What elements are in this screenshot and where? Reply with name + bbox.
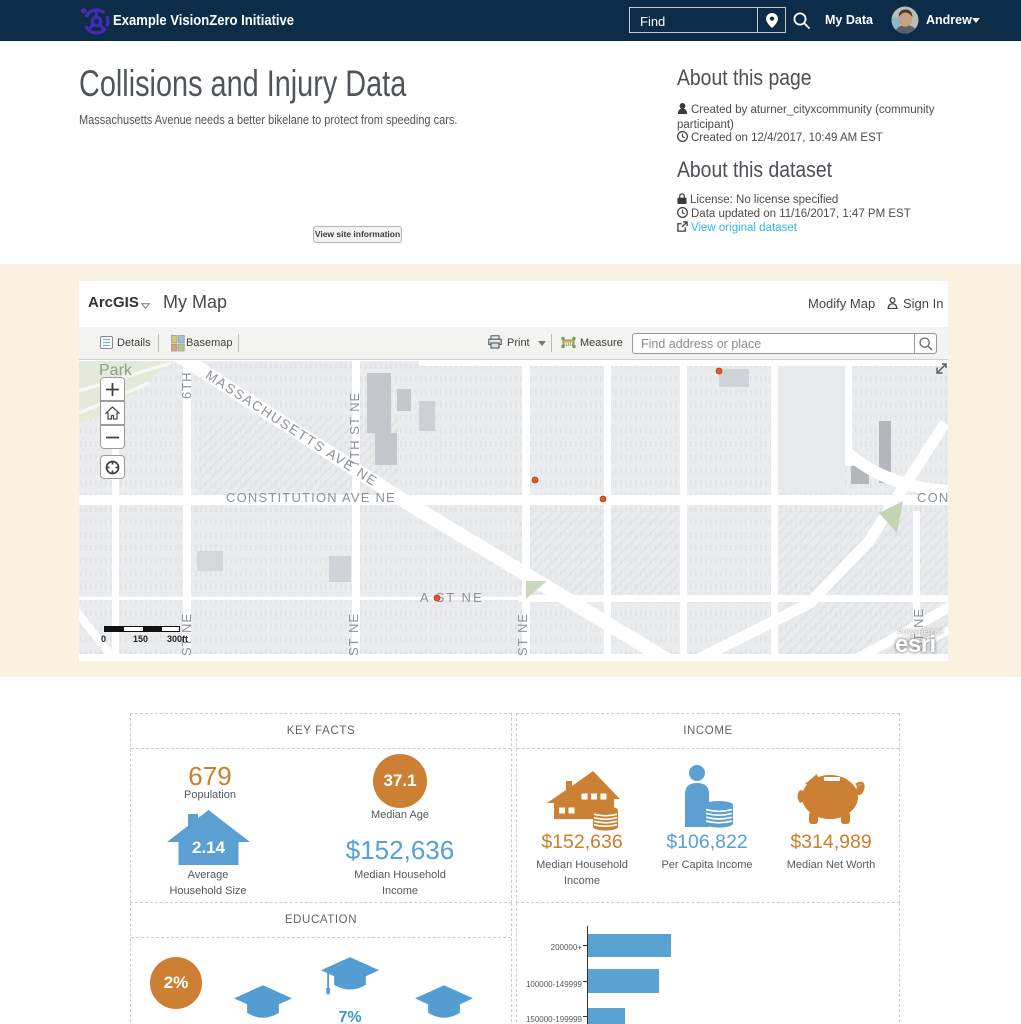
svg-text:ST NE: ST NE <box>179 613 194 656</box>
svg-text:CONST: CONST <box>917 490 948 505</box>
svg-text:7TH ST NE: 7TH ST NE <box>347 392 362 467</box>
svg-text:6TH: 6TH <box>179 371 194 399</box>
svg-text:ST NE: ST NE <box>346 613 361 656</box>
svg-text:ST NE: ST NE <box>911 608 926 651</box>
svg-text:CONSTITUTION AVE NE: CONSTITUTION AVE NE <box>226 490 396 505</box>
svg-text:A ST NE: A ST NE <box>420 590 484 605</box>
svg-text:ST NE: ST NE <box>515 613 530 656</box>
svg-text:Park: Park <box>99 362 133 379</box>
